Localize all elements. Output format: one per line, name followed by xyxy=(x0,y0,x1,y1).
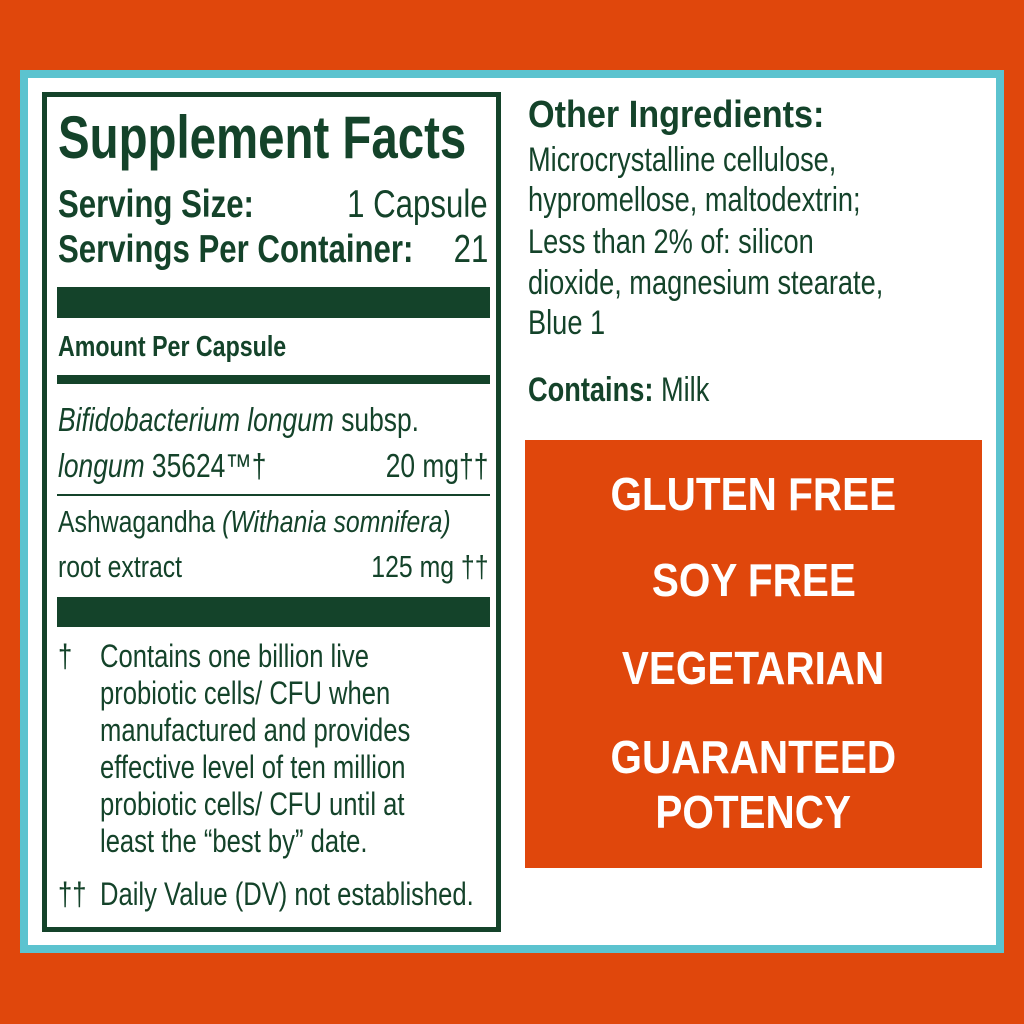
facts-title: Supplement Facts xyxy=(58,104,467,171)
badge-potency: POTENCY xyxy=(655,786,852,838)
footnote-1-line: manufactured and provides xyxy=(100,712,411,748)
footnote-2-symbol: †† xyxy=(58,876,87,912)
thick-divider xyxy=(57,597,490,627)
allergen-statement: Contains: Milk xyxy=(528,371,710,409)
footnote-1-line: effective level of ten million xyxy=(100,749,406,785)
footnote-1-line: probiotic cells/ CFU when xyxy=(100,675,391,711)
footnote-1-line: least the “best by” date. xyxy=(100,823,368,859)
ingredient-2-detail: root extract xyxy=(58,549,183,584)
ingredient-2-name: Ashwagandha (Withania somnifera) xyxy=(58,504,451,539)
footnote-1-line: Contains one billion live xyxy=(100,638,369,674)
servings-per-container-value: 21 xyxy=(453,228,488,271)
other-ingredients-line: Less than 2% of: silicon xyxy=(528,223,814,261)
ingredient-1-name: Bifidobacterium longum subsp. xyxy=(58,401,419,438)
ingredient-2-amount: 125 mg †† xyxy=(370,549,488,584)
thin-divider xyxy=(57,494,490,496)
footnote-1-symbol: † xyxy=(58,638,73,674)
badge-vegetarian: VEGETARIAN xyxy=(622,642,885,694)
serving-size-value: 1 Capsule xyxy=(347,183,489,226)
thick-divider xyxy=(57,287,490,318)
badge-guaranteed: GUARANTEED xyxy=(610,731,897,783)
other-ingredients-heading: Other Ingredients: xyxy=(528,94,825,136)
other-ingredients-line: hypromellose, maltodextrin; xyxy=(528,181,861,219)
badge-gluten-free: GLUTEN FREE xyxy=(610,468,897,520)
supplement-facts-box xyxy=(42,92,501,932)
footnote-1-line: probiotic cells/ CFU until at xyxy=(100,786,405,822)
servings-per-container-label: Servings Per Container: xyxy=(58,228,414,271)
other-ingredients-line: Blue 1 xyxy=(528,304,606,342)
footnote-2-text: Daily Value (DV) not established. xyxy=(100,876,474,912)
ingredient-1-amount: 20 mg†† xyxy=(385,447,488,484)
other-ingredients-line: Microcrystalline cellulose, xyxy=(528,141,837,179)
amount-header: Amount Per Capsule xyxy=(58,331,287,363)
claims-box: GLUTEN FREE SOY FREE VEGETARIAN GUARANTE… xyxy=(525,440,982,868)
badge-soy-free: SOY FREE xyxy=(651,554,856,606)
serving-size-label: Serving Size: xyxy=(58,183,254,226)
ingredient-1-strain: longum 35624™† xyxy=(58,447,267,484)
other-ingredients-line: dioxide, magnesium stearate, xyxy=(528,264,884,302)
medium-divider xyxy=(57,375,490,384)
